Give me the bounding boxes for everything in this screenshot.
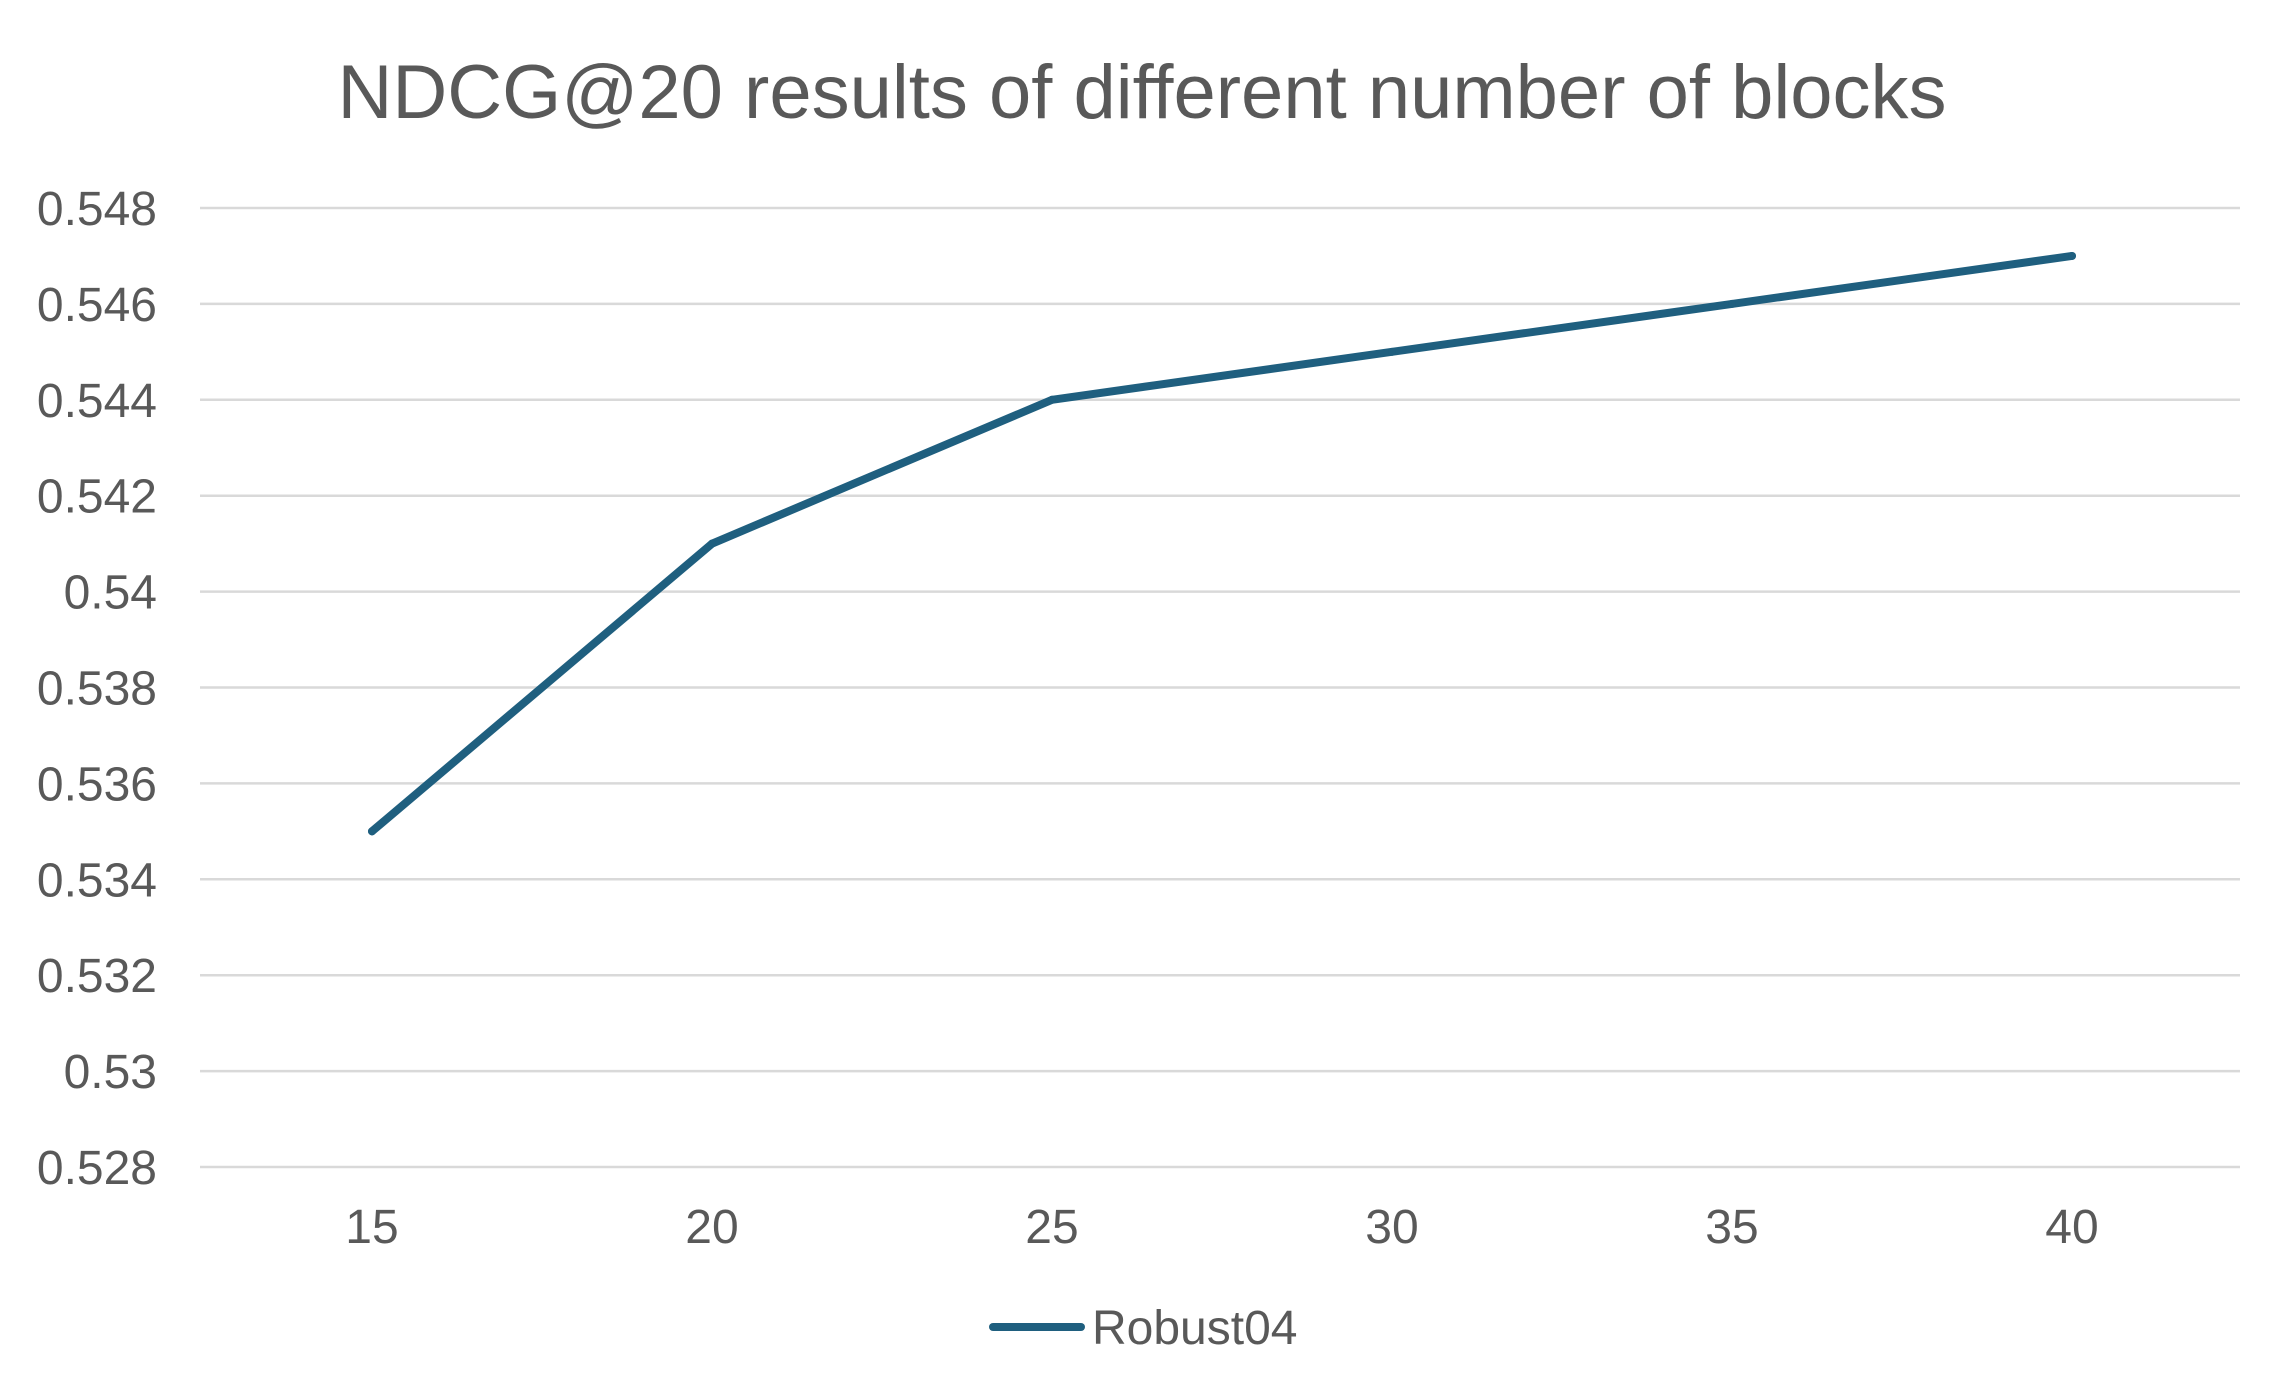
x-tick-label: 25 xyxy=(1025,1201,1078,1254)
data-point xyxy=(368,827,376,836)
y-tick-label: 0.544 xyxy=(37,375,157,428)
y-tick-label: 0.536 xyxy=(37,758,157,811)
x-tick-label: 40 xyxy=(2045,1201,2098,1254)
y-tick-label: 0.53 xyxy=(64,1046,157,1099)
x-tick-label: 30 xyxy=(1365,1201,1418,1254)
y-tick-label: 0.548 xyxy=(37,183,157,236)
y-tick-label: 0.532 xyxy=(37,950,157,1003)
x-tick-label: 35 xyxy=(1705,1201,1758,1254)
chart-title: NDCG@20 results of different number of b… xyxy=(337,50,1946,135)
gridlines xyxy=(200,206,2240,1169)
x-tick-label: 15 xyxy=(345,1201,398,1254)
y-axis-tick-labels: 0.528 0.53 0.532 0.534 0.536 0.538 0.54 0.542 0.… xyxy=(37,183,157,1195)
series-lines xyxy=(368,251,2076,836)
data-point xyxy=(708,539,716,548)
legend-label: Robust04 xyxy=(1092,1302,1297,1355)
y-tick-label: 0.538 xyxy=(37,663,157,716)
series-line xyxy=(368,251,2076,836)
y-tick-label: 0.54 xyxy=(64,567,157,620)
y-tick-label: 0.534 xyxy=(37,854,157,907)
y-tick-label: 0.546 xyxy=(37,279,157,332)
x-tick-label: 20 xyxy=(685,1201,738,1254)
data-point xyxy=(1728,299,1736,308)
y-tick-label: 0.542 xyxy=(37,471,157,524)
x-axis-tick-labels: 15 20 25 30 35 40 xyxy=(345,1201,2098,1254)
legend: Robust04 xyxy=(989,1302,1297,1355)
data-point xyxy=(2068,251,2076,260)
data-point xyxy=(1048,395,1056,404)
data-point xyxy=(1388,347,1396,356)
y-tick-label: 0.528 xyxy=(37,1142,157,1195)
